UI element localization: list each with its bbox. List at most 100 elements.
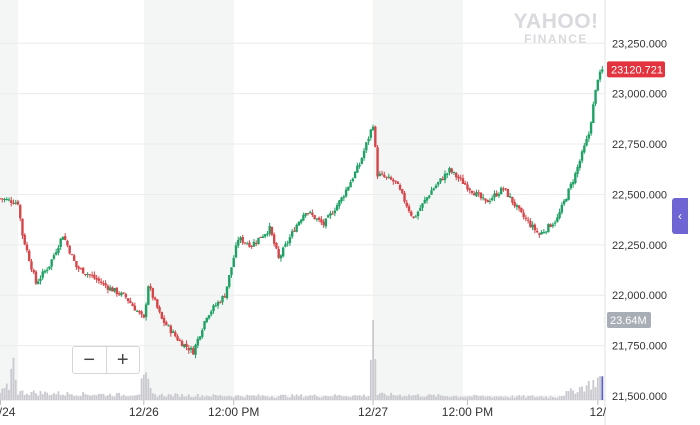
candle bbox=[277, 246, 280, 260]
candle bbox=[481, 194, 485, 201]
candle bbox=[192, 345, 195, 355]
candle bbox=[185, 340, 188, 351]
candle bbox=[171, 329, 175, 334]
candle bbox=[243, 242, 247, 245]
volume-bar bbox=[322, 396, 325, 400]
volume-bar bbox=[376, 395, 379, 400]
candle bbox=[165, 320, 168, 326]
volume-bar bbox=[560, 396, 563, 400]
y-tick-label: 23,000.000 bbox=[612, 89, 667, 101]
volume-bar bbox=[223, 396, 226, 400]
volume-bar bbox=[122, 394, 125, 400]
volume-bar bbox=[131, 395, 134, 400]
volume-bar bbox=[248, 395, 251, 400]
candle bbox=[317, 216, 321, 223]
x-tick-label: 12/27 bbox=[358, 405, 388, 419]
volume-bar bbox=[226, 396, 228, 400]
candle bbox=[560, 202, 564, 215]
candle bbox=[228, 274, 231, 289]
volume-bar bbox=[219, 394, 222, 400]
volume-bar bbox=[392, 394, 395, 400]
candle bbox=[19, 204, 22, 222]
volume-bar bbox=[190, 397, 192, 400]
candle bbox=[115, 286, 119, 297]
volume-bar bbox=[235, 395, 237, 400]
volume-bar bbox=[538, 396, 541, 400]
candle bbox=[54, 248, 58, 256]
candle bbox=[25, 241, 29, 253]
candle bbox=[176, 334, 179, 342]
volume-bar bbox=[342, 396, 345, 400]
candle bbox=[241, 234, 244, 245]
volume-bar bbox=[23, 394, 26, 400]
volume-bar bbox=[5, 383, 8, 400]
volume-bar bbox=[151, 393, 154, 400]
candle bbox=[252, 238, 256, 247]
volume-bar bbox=[563, 395, 565, 400]
volume-bar bbox=[480, 396, 482, 400]
volume-bar bbox=[140, 378, 143, 400]
candle bbox=[412, 216, 415, 219]
volume-bar bbox=[239, 396, 242, 400]
volume-bar bbox=[12, 357, 15, 400]
volume-bar bbox=[484, 396, 487, 400]
volume-bar bbox=[210, 396, 213, 400]
volume-bar bbox=[531, 395, 534, 400]
volume-bar bbox=[581, 386, 583, 400]
candle bbox=[50, 259, 53, 271]
volume-bar bbox=[174, 393, 177, 400]
candle bbox=[598, 69, 602, 83]
side-panel-toggle[interactable]: ‹ bbox=[672, 198, 688, 234]
candle bbox=[529, 218, 532, 228]
candlesticks bbox=[0, 65, 604, 359]
candle bbox=[439, 178, 442, 184]
candle bbox=[63, 233, 67, 241]
volume-bar bbox=[255, 396, 258, 400]
volume-bar bbox=[66, 391, 69, 400]
candle bbox=[81, 267, 85, 274]
volume-bar bbox=[372, 320, 374, 400]
volume-bar bbox=[313, 394, 316, 400]
candle bbox=[178, 338, 181, 342]
volume-bar bbox=[340, 395, 343, 400]
volume-bar bbox=[39, 391, 42, 400]
y-tick-label: 22,250.000 bbox=[612, 240, 667, 252]
volume-bar bbox=[158, 395, 161, 400]
candle bbox=[275, 242, 278, 250]
candle bbox=[428, 194, 431, 199]
volume-bar bbox=[26, 393, 28, 400]
candle bbox=[549, 223, 552, 228]
chevron-left-icon: ‹ bbox=[678, 209, 682, 223]
candle bbox=[120, 291, 123, 297]
volume-bar bbox=[596, 377, 599, 400]
volume-bar bbox=[277, 396, 280, 400]
volume-bar bbox=[536, 396, 539, 400]
candle bbox=[358, 162, 361, 169]
volume-bar bbox=[390, 392, 392, 400]
volume-bar bbox=[311, 395, 314, 400]
candle bbox=[594, 89, 597, 107]
volume-bar bbox=[401, 396, 404, 400]
volume-bar bbox=[576, 392, 579, 400]
volume-bar bbox=[498, 396, 500, 400]
candle bbox=[385, 176, 388, 180]
volume-bar bbox=[93, 394, 96, 400]
zoom-out-button[interactable]: − bbox=[73, 347, 107, 373]
candle bbox=[84, 273, 87, 277]
volume-bar bbox=[385, 395, 388, 400]
zoom-in-button[interactable]: + bbox=[116, 349, 129, 371]
candle bbox=[180, 339, 184, 347]
candle bbox=[533, 223, 537, 234]
candle bbox=[502, 186, 505, 192]
volume-bar bbox=[444, 396, 446, 400]
candle bbox=[30, 258, 33, 273]
volume-bar bbox=[291, 394, 294, 400]
volume-bar bbox=[259, 396, 262, 400]
volume-bar bbox=[567, 391, 570, 400]
candle bbox=[394, 180, 397, 184]
candle bbox=[138, 310, 141, 315]
yahoo-finance-logo: YAHOO! FINANCE bbox=[513, 10, 598, 46]
candle bbox=[342, 194, 346, 202]
candle bbox=[122, 292, 125, 295]
